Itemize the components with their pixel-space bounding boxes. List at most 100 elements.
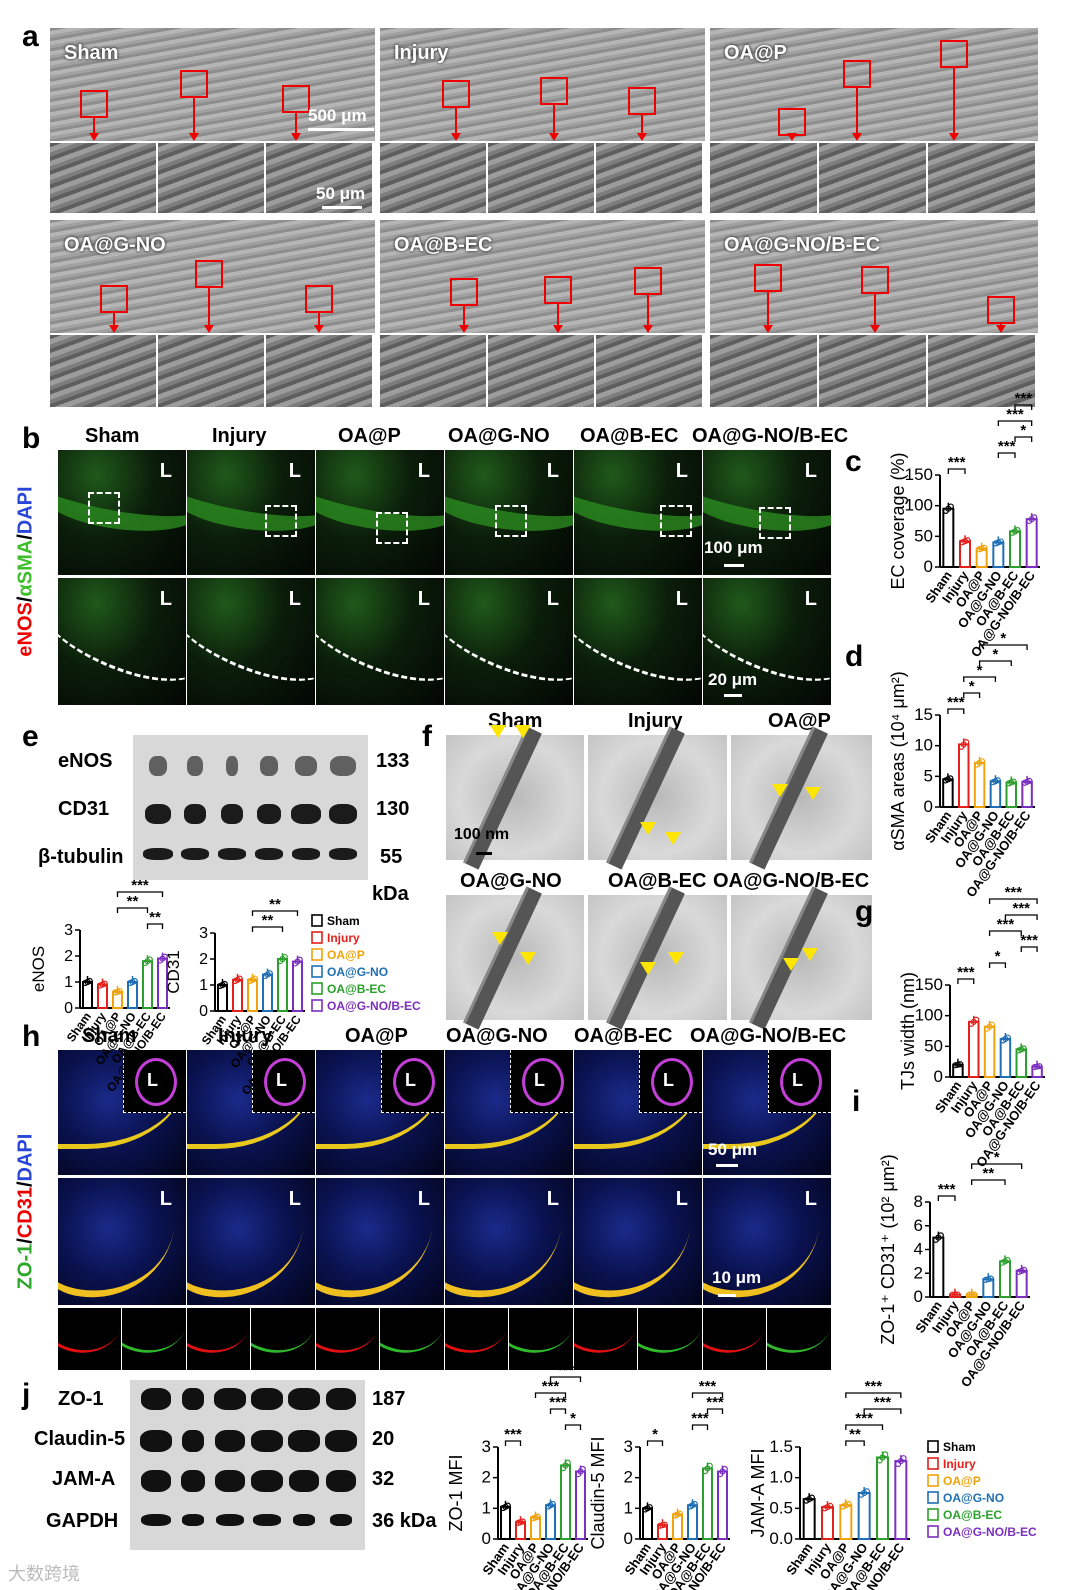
bar-oa-b-ec — [560, 1464, 571, 1541]
significance-bracket — [988, 962, 1007, 968]
sem-zoom-image — [819, 143, 926, 213]
significance-stars: *** — [706, 1394, 724, 1411]
significance-stars: * — [977, 662, 983, 679]
y-tick-label: 0 — [924, 797, 933, 816]
lumen-label: L — [675, 588, 688, 610]
lumen-label: L — [288, 588, 301, 610]
blot-band — [226, 756, 238, 776]
panel-b-overview-image: L — [58, 450, 186, 575]
sem-zoom-image — [50, 335, 156, 407]
y-tick-label: 1 — [624, 1498, 633, 1517]
lumen-label: L — [675, 460, 688, 482]
e-row-enos: eNOS — [58, 750, 113, 772]
y-tick-label: 0 — [482, 1529, 491, 1548]
significance-bracket — [1014, 404, 1033, 410]
lumen-label: L — [405, 1070, 416, 1090]
sem-zoom-image — [488, 335, 594, 407]
significance-stars: *** — [699, 1378, 717, 1395]
lumen-label: L — [159, 588, 172, 610]
sem-group-label: OA@G-NO/B-EC — [724, 234, 881, 256]
blot-band — [326, 1470, 356, 1492]
blot-band — [251, 1470, 283, 1492]
blot-band — [330, 1514, 352, 1526]
blot-band — [291, 804, 321, 824]
y-axis-label: JAM-A MFI — [748, 1449, 768, 1538]
significance-bracket — [978, 660, 1012, 666]
significance-stars: *** — [542, 1378, 560, 1395]
scale-label-100nm: 100 nm — [454, 826, 510, 843]
junction-arrowhead — [490, 725, 506, 738]
lumen-label: L — [417, 588, 430, 610]
roi-arrow — [852, 86, 862, 141]
y-tick-label: 6 — [914, 1216, 923, 1235]
significance-bracket — [963, 676, 997, 682]
y-axis-label: ZO-1 MFI — [446, 1455, 466, 1532]
significance-bracket — [947, 708, 965, 714]
blot-band — [251, 1388, 283, 1410]
roi-arrow — [553, 302, 563, 333]
legend-label: OA@G-NO — [327, 965, 388, 979]
y-tick-label: 150 — [915, 975, 943, 994]
roi-arrow — [291, 111, 301, 141]
legend-swatch — [927, 1508, 939, 1521]
roi-dashed-box — [376, 512, 408, 544]
j-kda-1: 187 — [372, 1388, 406, 1410]
significance-stars: *** — [1005, 884, 1023, 901]
lumen-label: L — [804, 460, 817, 482]
bar-chart-e2: 0123CD31ShamInjuryOA@POA@G-NOOA@B-ECOA@G… — [164, 896, 305, 1097]
j-kda-4: 36 kDa — [372, 1510, 437, 1532]
blot-band — [326, 1388, 356, 1410]
lumen-label: L — [417, 1188, 430, 1210]
significance-bracket — [971, 1179, 1006, 1185]
j-kda-3: 32 — [372, 1468, 395, 1490]
y-tick-label: 8 — [914, 1192, 923, 1211]
legend-label: OA@G-NO/B-EC — [943, 1525, 1037, 1539]
bar-oa-g-no-b-ec — [292, 960, 303, 1012]
j-row-claudin5: Claudin-5 — [34, 1428, 126, 1450]
blot-band — [288, 1388, 320, 1410]
y-tick-label: 3 — [624, 1437, 633, 1456]
tem-image — [731, 885, 872, 1030]
legend-swatch — [927, 1491, 939, 1504]
watermark: 大数跨境 — [8, 1564, 80, 1584]
blot-band — [181, 848, 209, 860]
blot-band — [182, 1514, 204, 1526]
significance-stars: * — [652, 1426, 658, 1443]
bar-oa-b-ec — [277, 958, 288, 1012]
sem-zoom-image — [50, 143, 156, 213]
junction-arrowhead — [492, 932, 508, 945]
panel-h-zoom-image: L — [58, 1178, 186, 1305]
vessel-inset: L — [510, 1050, 573, 1113]
lumen-label: L — [288, 1188, 301, 1210]
y-tick-label: 0 — [934, 1067, 943, 1086]
tem-image — [731, 725, 872, 870]
significance-stars: *** — [948, 454, 966, 471]
bar-oa-g-no-b-ec — [894, 1460, 908, 1541]
panel-h-column-label: Sham — [82, 1025, 137, 1047]
y-tick-label: 150 — [905, 465, 933, 484]
panel-label-c: c — [845, 445, 862, 478]
blot-band — [260, 756, 278, 776]
bar-injury — [958, 743, 970, 809]
blot-band — [257, 804, 281, 824]
panel-b-zoom-image: L — [703, 578, 831, 705]
significance-stars: *** — [874, 1394, 892, 1411]
sem-overview-image: OA@P — [710, 28, 1038, 141]
bar-oa-g-no-b-ec — [1015, 1269, 1028, 1298]
legend-panel-j: Sham Injury OA@P OA@G-NO OA@B-EC OA@G-NO/B-EC — [927, 1440, 1037, 1539]
lumen-label: L — [147, 1070, 158, 1090]
roi-dashed-box — [88, 492, 120, 524]
significance-bracket — [691, 1392, 724, 1398]
sem-overview-image: Sham — [50, 28, 375, 141]
y-tick-label: 2 — [482, 1468, 491, 1487]
panel-h-column-label: OA@B-EC — [574, 1025, 673, 1047]
bar-oa-b-ec — [702, 1467, 713, 1541]
y-tick-label: 2 — [624, 1468, 633, 1487]
roi-arrow — [89, 116, 99, 141]
zo1-channel — [767, 1308, 831, 1370]
panel-b-column-label: Injury — [212, 425, 267, 447]
sem-group-label: Injury — [394, 42, 449, 64]
significance-bracket — [564, 1424, 582, 1430]
significance-stars: *** — [998, 438, 1016, 455]
